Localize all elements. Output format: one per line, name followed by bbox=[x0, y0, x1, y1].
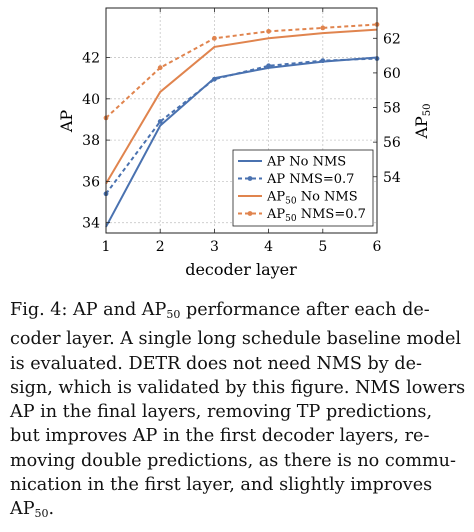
y-axis-label-left: AP bbox=[57, 110, 76, 134]
caption-line-3: is evaluated. DETR does not need NMS by … bbox=[10, 353, 422, 374]
y-tick-label-right: 60 bbox=[383, 66, 401, 82]
y-tick-label-right: 54 bbox=[383, 170, 401, 186]
caption-line-4: sign, which is validated by this figure.… bbox=[10, 377, 466, 398]
plot-frame bbox=[105, 7, 378, 234]
y-tick-label-right: 62 bbox=[383, 31, 401, 47]
y-tick-label-left: 38 bbox=[82, 133, 100, 149]
caption-text: AP and AP50 performance after each de- bbox=[73, 300, 430, 321]
data-point-ap50-nms-0-7 bbox=[266, 28, 271, 34]
series-line-ap50-no-nms bbox=[105, 28, 378, 185]
y-tick-label-left: 36 bbox=[82, 174, 100, 190]
caption-line-6: but improves AP in the first decoder lay… bbox=[10, 426, 430, 447]
caption-line-9: AP50. bbox=[10, 499, 55, 521]
legend-entry: AP50 NMS=0.7 bbox=[266, 207, 366, 224]
caption-line-8: nication in the first layer, and slightl… bbox=[10, 475, 433, 496]
y-axis-label-right: AP50 bbox=[412, 103, 433, 139]
series-line-ap-no-nms bbox=[105, 56, 378, 228]
data-point-ap-nms-0-7 bbox=[157, 119, 163, 124]
legend-entry: AP NMS=0.7 bbox=[266, 172, 354, 187]
x-tick-label: 3 bbox=[210, 239, 219, 255]
data-point-ap-nms-0-7 bbox=[266, 63, 271, 69]
data-point-ap50-nms-0-7 bbox=[320, 25, 326, 31]
x-tick-label: 1 bbox=[102, 239, 111, 255]
legend-entry: AP No NMS bbox=[266, 155, 346, 170]
y-tick-label-right: 58 bbox=[383, 101, 401, 117]
caption-line-5: AP in the final layers, removing TP pred… bbox=[10, 402, 433, 423]
legend-box bbox=[232, 149, 374, 227]
x-tick-label: 4 bbox=[264, 239, 273, 255]
legend-marker bbox=[247, 211, 253, 216]
x-axis-label: decoder layer bbox=[185, 260, 297, 279]
figure-caption: Fig. 4: AP and AP50 performance after ea… bbox=[10, 298, 466, 527]
series-line-ap50-nms-0-7 bbox=[105, 23, 378, 119]
x-tick-label: 2 bbox=[156, 239, 165, 255]
y-tick-label-left: 40 bbox=[82, 92, 100, 108]
y-tick-label-right: 56 bbox=[383, 135, 401, 151]
caption-line-7: moving double predictions, as there is n… bbox=[10, 450, 456, 471]
x-tick-label: 5 bbox=[318, 239, 327, 255]
x-tick-label: 6 bbox=[373, 239, 382, 255]
data-point-ap-nms-0-7 bbox=[212, 76, 217, 82]
y-tick-label-left: 34 bbox=[82, 216, 100, 232]
legend-marker bbox=[247, 176, 253, 181]
data-point-ap50-nms-0-7 bbox=[157, 65, 163, 71]
data-point-ap-nms-0-7 bbox=[320, 58, 326, 64]
caption-line-2: coder layer. A single long schedule base… bbox=[10, 329, 462, 350]
data-point-ap50-nms-0-7 bbox=[212, 35, 217, 41]
caption-line-1: Fig. 4: AP and AP50 performance after ea… bbox=[10, 298, 466, 327]
chart-series bbox=[103, 22, 380, 228]
legend-entry: AP50 No NMS bbox=[266, 190, 358, 207]
y-tick-label-left: 42 bbox=[82, 51, 100, 67]
caption-label: Fig. 4: bbox=[10, 300, 68, 320]
